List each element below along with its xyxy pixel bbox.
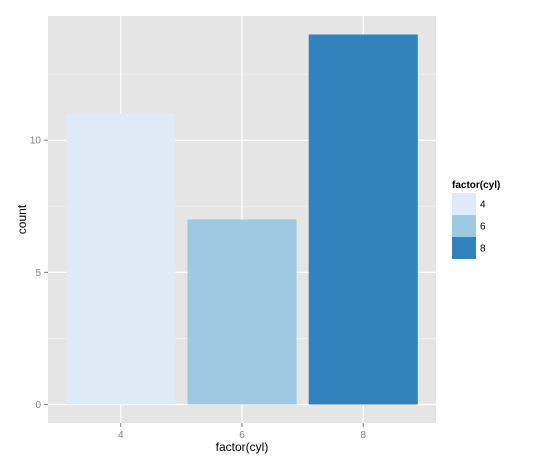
y-axis-ticks: 0 5 10 [30, 136, 48, 411]
legend-label: 4 [480, 200, 486, 211]
legend-key-8 [452, 237, 476, 259]
y-axis-title: count [15, 204, 29, 234]
bars [66, 34, 418, 405]
legend: factor(cyl) 4 6 8 [452, 180, 500, 259]
legend-title: factor(cyl) [452, 180, 500, 191]
x-axis-title: factor(cyl) [216, 440, 269, 454]
legend-label: 8 [480, 244, 486, 255]
bar-8 [308, 34, 418, 405]
y-tick-label: 0 [35, 400, 41, 411]
bar-6 [187, 219, 297, 405]
x-tick-label: 8 [360, 430, 366, 441]
x-axis-ticks: 4 6 8 [118, 423, 366, 441]
y-tick-label: 5 [35, 268, 41, 279]
legend-key-6 [452, 215, 476, 237]
legend-key-4 [452, 193, 476, 215]
x-tick-label: 6 [239, 430, 245, 441]
bar-4 [66, 113, 176, 405]
y-tick-label: 10 [30, 136, 42, 147]
x-tick-label: 4 [118, 430, 124, 441]
legend-label: 6 [480, 222, 486, 233]
